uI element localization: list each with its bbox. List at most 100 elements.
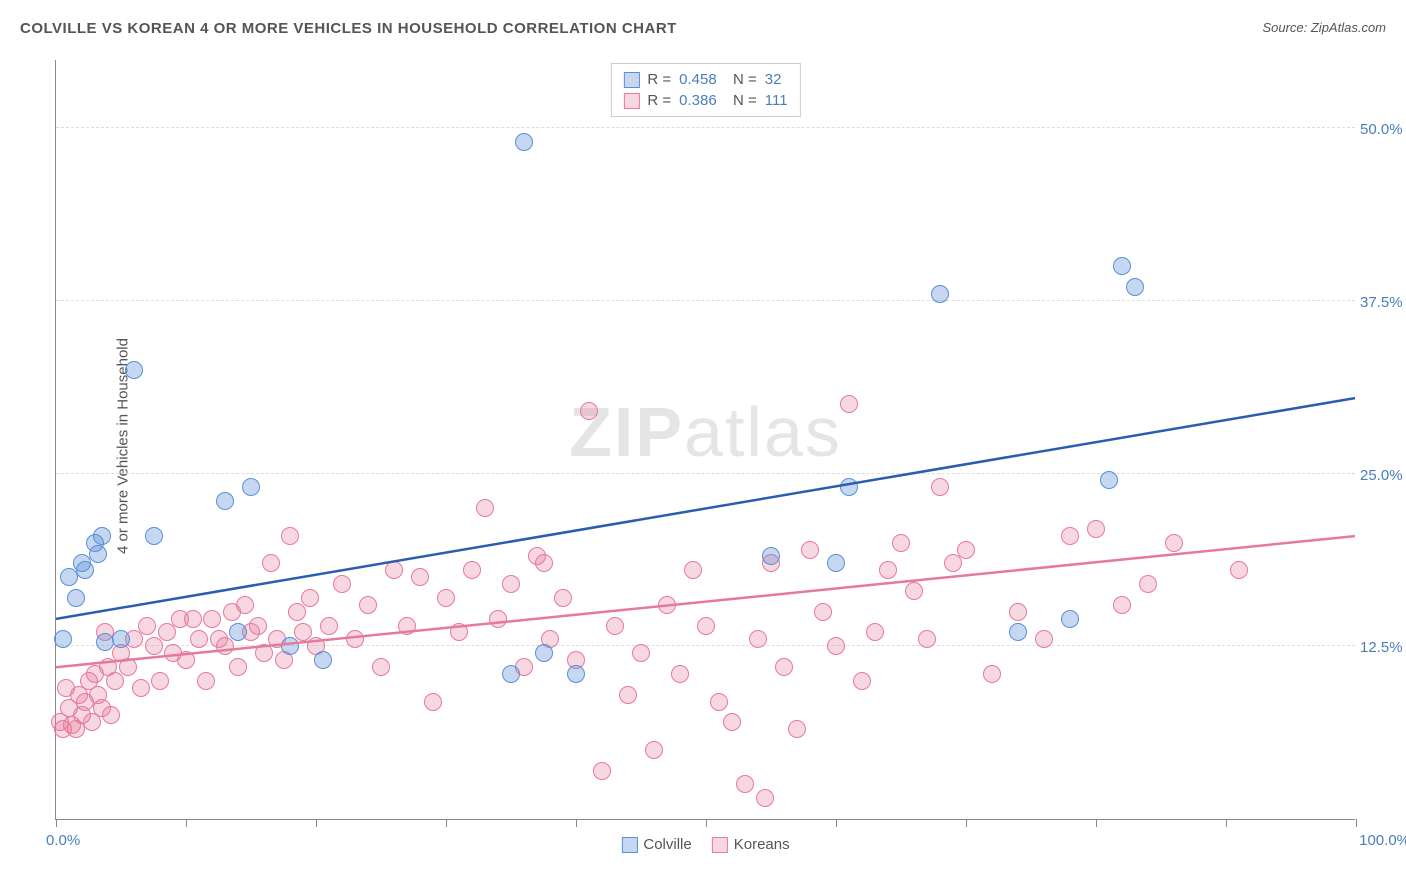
koreans-marker: [145, 637, 163, 655]
watermark: ZIPatlas: [569, 392, 842, 472]
x-tick-mark: [1096, 819, 1097, 827]
koreans-marker: [216, 637, 234, 655]
koreans-marker: [197, 672, 215, 690]
koreans-marker: [502, 575, 520, 593]
colville-marker: [840, 478, 858, 496]
koreans-marker: [203, 610, 221, 628]
correlation-legend: R = 0.458 N = 32 R = 0.386 N = 111: [610, 63, 800, 117]
colville-marker: [567, 665, 585, 683]
swatch-colville-bottom: [621, 837, 637, 853]
koreans-marker: [437, 589, 455, 607]
koreans-marker: [262, 554, 280, 572]
koreans-marker: [814, 603, 832, 621]
koreans-marker: [476, 499, 494, 517]
koreans-marker: [983, 665, 1001, 683]
colville-marker: [125, 361, 143, 379]
koreans-marker: [1009, 603, 1027, 621]
koreans-marker: [359, 596, 377, 614]
koreans-marker: [398, 617, 416, 635]
koreans-marker: [184, 610, 202, 628]
colville-marker: [1100, 471, 1118, 489]
koreans-marker: [489, 610, 507, 628]
x-tick-mark: [576, 819, 577, 827]
header: COLVILLE VS KOREAN 4 OR MORE VEHICLES IN…: [20, 20, 1386, 50]
koreans-marker: [944, 554, 962, 572]
colville-marker: [242, 478, 260, 496]
x-tick-mark: [1226, 819, 1227, 827]
colville-marker: [931, 285, 949, 303]
koreans-marker: [749, 630, 767, 648]
y-tick-label: 50.0%: [1360, 121, 1406, 138]
koreans-marker: [450, 623, 468, 641]
koreans-marker: [1087, 520, 1105, 538]
koreans-marker: [801, 541, 819, 559]
colville-marker: [229, 623, 247, 641]
trend-line: [56, 398, 1355, 619]
koreans-marker: [892, 534, 910, 552]
x-tick-mark: [56, 819, 57, 827]
y-tick-label: 12.5%: [1360, 639, 1406, 656]
x-tick-mark: [316, 819, 317, 827]
koreans-marker: [281, 527, 299, 545]
koreans-marker: [827, 637, 845, 655]
koreans-marker: [554, 589, 572, 607]
colville-marker: [1061, 610, 1079, 628]
koreans-marker: [463, 561, 481, 579]
koreans-marker: [236, 596, 254, 614]
x-tick-mark: [1356, 819, 1357, 827]
koreans-marker: [229, 658, 247, 676]
koreans-marker: [333, 575, 351, 593]
gridline: [56, 127, 1355, 128]
koreans-marker: [190, 630, 208, 648]
legend-item-koreans: Koreans: [712, 836, 790, 853]
colville-marker: [67, 589, 85, 607]
swatch-koreans-bottom: [712, 837, 728, 853]
koreans-marker: [697, 617, 715, 635]
colville-marker: [54, 630, 72, 648]
koreans-marker: [424, 693, 442, 711]
koreans-marker: [918, 630, 936, 648]
koreans-marker: [736, 775, 754, 793]
koreans-marker: [119, 658, 137, 676]
koreans-marker: [535, 554, 553, 572]
source-label: Source: ZipAtlas.com: [1262, 20, 1386, 35]
koreans-marker: [671, 665, 689, 683]
koreans-marker: [866, 623, 884, 641]
colville-marker: [89, 545, 107, 563]
legend-row-colville: R = 0.458 N = 32: [623, 69, 787, 90]
chart-container: COLVILLE VS KOREAN 4 OR MORE VEHICLES IN…: [0, 0, 1406, 892]
koreans-marker: [756, 789, 774, 807]
koreans-marker: [632, 644, 650, 662]
colville-marker: [93, 527, 111, 545]
koreans-marker: [619, 686, 637, 704]
koreans-marker: [606, 617, 624, 635]
koreans-marker: [138, 617, 156, 635]
colville-marker: [145, 527, 163, 545]
koreans-marker: [775, 658, 793, 676]
gridline: [56, 473, 1355, 474]
koreans-marker: [580, 402, 598, 420]
koreans-marker: [132, 679, 150, 697]
koreans-marker: [1113, 596, 1131, 614]
koreans-marker: [905, 582, 923, 600]
koreans-marker: [106, 672, 124, 690]
colville-marker: [535, 644, 553, 662]
plot-area: ZIPatlas R = 0.458 N = 32 R = 0.386 N = …: [55, 60, 1355, 820]
koreans-marker: [288, 603, 306, 621]
koreans-marker: [1165, 534, 1183, 552]
koreans-marker: [723, 713, 741, 731]
y-tick-label: 25.0%: [1360, 467, 1406, 484]
koreans-marker: [372, 658, 390, 676]
y-tick-label: 37.5%: [1360, 294, 1406, 311]
colville-marker: [502, 665, 520, 683]
koreans-marker: [1035, 630, 1053, 648]
gridline: [56, 300, 1355, 301]
koreans-marker: [710, 693, 728, 711]
koreans-marker: [411, 568, 429, 586]
koreans-marker: [177, 651, 195, 669]
koreans-marker: [853, 672, 871, 690]
koreans-marker: [788, 720, 806, 738]
koreans-marker: [879, 561, 897, 579]
koreans-marker: [255, 644, 273, 662]
koreans-marker: [102, 706, 120, 724]
